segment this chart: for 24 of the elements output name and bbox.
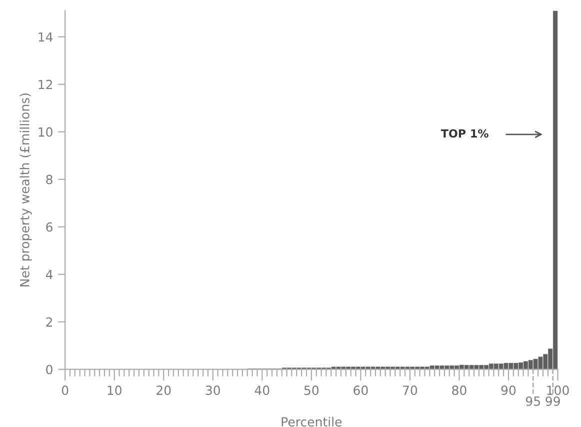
y-tick-label: 10 [38, 127, 52, 137]
x-axis-title: Percentile [282, 416, 342, 427]
ref-line-label: 95 [526, 396, 540, 406]
annotation: TOP 1% [440, 129, 488, 138]
y-tick-label: 6 [46, 222, 52, 232]
x-tick-label: 70 [403, 386, 418, 396]
x-tick-label: 90 [501, 386, 516, 396]
y-tick-label: 0 [46, 364, 52, 374]
x-tick-label: 40 [254, 386, 270, 396]
y-tick-label: 14 [38, 32, 53, 42]
y-tick-label: 8 [46, 174, 52, 184]
y-axis-title: Net property wealth (£millions) [20, 94, 32, 286]
x-tick-label: 0 [62, 386, 68, 396]
x-tick-label: 20 [156, 386, 171, 396]
x-tick-label: 60 [354, 386, 368, 396]
x-tick-label: 10 [108, 386, 122, 396]
x-tick-label: 80 [452, 386, 466, 396]
y-tick-label: 12 [38, 80, 52, 90]
x-tick-label: 100 [547, 386, 569, 396]
y-tick-label: 4 [46, 270, 53, 280]
x-tick-label: 30 [206, 386, 220, 396]
y-tick-label: 2 [46, 317, 52, 327]
x-tick-label: 50 [304, 386, 319, 396]
ref-line-label: 99 [546, 396, 560, 406]
